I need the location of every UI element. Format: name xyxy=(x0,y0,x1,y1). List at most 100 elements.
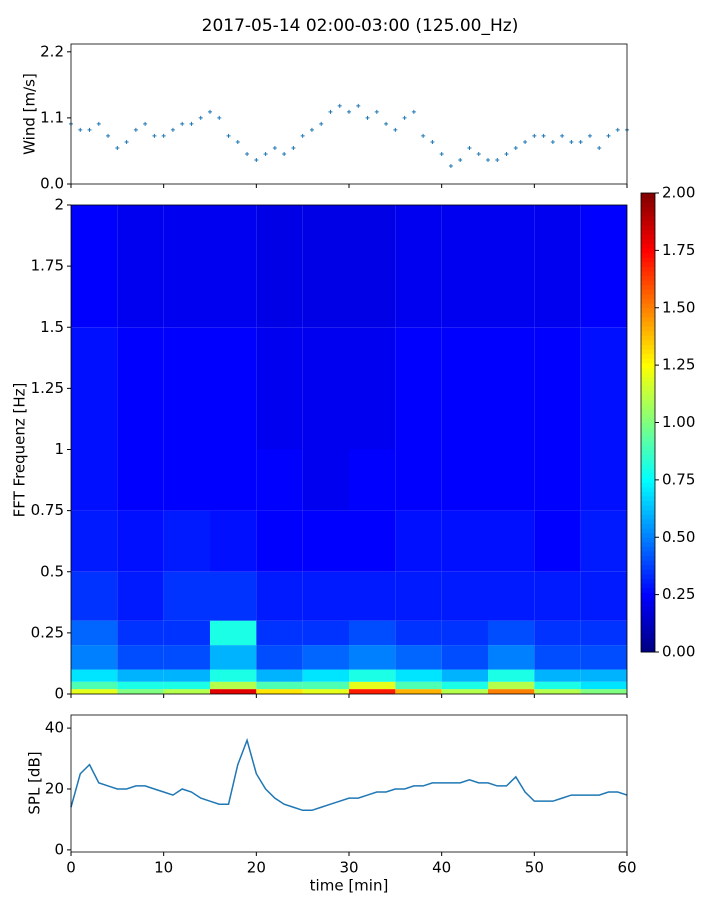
heatmap-cell xyxy=(256,205,303,328)
heatmap-cell xyxy=(163,510,210,572)
heatmap-cell xyxy=(349,327,396,450)
colorbar-segment xyxy=(641,440,655,446)
heatmap-cell xyxy=(163,669,210,682)
scatter-point xyxy=(133,127,138,132)
heatmap-cell xyxy=(163,449,210,511)
panel xyxy=(70,737,628,812)
heatmap-cell xyxy=(488,689,535,694)
heatmap-cell xyxy=(117,681,164,690)
colorbar-tick-label: 0.25 xyxy=(662,585,695,603)
y-tick-label: 40 xyxy=(45,719,64,737)
heatmap-cell xyxy=(534,571,581,621)
colorbar-segment xyxy=(641,261,655,267)
scatter-point xyxy=(217,115,222,120)
colorbar-tick-label: 0.75 xyxy=(662,470,695,488)
y-tick-label: 1.75 xyxy=(31,257,64,275)
axes-frame xyxy=(70,43,628,185)
scatter-point xyxy=(615,127,620,132)
scatter-point xyxy=(115,145,120,150)
colorbar-segment xyxy=(641,642,655,648)
colorbar-tick-label: 0.00 xyxy=(662,643,695,661)
colorbar-segment xyxy=(641,248,655,254)
heatmap-cell xyxy=(349,669,396,682)
heatmap-cell xyxy=(441,510,488,572)
y-tick-label: 0.0 xyxy=(40,175,64,193)
heatmap-cell xyxy=(441,645,488,670)
colorbar-segment xyxy=(641,353,655,359)
heatmap-cell xyxy=(441,449,488,511)
colorbar-segment xyxy=(641,229,655,235)
heatmap-cell xyxy=(534,449,581,511)
scatter-point xyxy=(161,133,166,138)
heatmap-cell xyxy=(256,689,303,694)
scatter-point xyxy=(282,151,287,156)
colorbar-segment xyxy=(641,339,655,345)
heatmap-cell xyxy=(488,327,535,450)
heatmap-cell xyxy=(302,689,349,694)
scatter-point xyxy=(189,121,194,126)
heatmap-cell xyxy=(534,669,581,682)
line xyxy=(70,737,628,812)
heatmap-cell xyxy=(71,205,118,328)
colorbar-segment xyxy=(641,500,655,506)
heatmap-cell xyxy=(163,620,210,646)
colorbar-segment xyxy=(641,298,655,304)
colorbar-segment xyxy=(641,564,655,570)
y-axis-label: Wind [m/s] xyxy=(21,73,39,155)
colorbar-segment xyxy=(641,394,655,401)
colorbar-segment xyxy=(641,551,655,557)
heatmap-cell xyxy=(256,620,303,646)
colorbar-segment xyxy=(641,477,655,483)
heatmap-cell xyxy=(302,571,349,621)
colorbar-segment xyxy=(641,417,655,423)
colorbar-segment xyxy=(641,468,655,474)
heatmap-cell xyxy=(256,327,303,450)
colorbar-segment xyxy=(641,619,655,625)
heatmap-cell xyxy=(256,681,303,690)
heatmap-cell xyxy=(302,510,349,572)
colorbar-segment xyxy=(641,573,655,580)
heatmap-cell xyxy=(534,205,581,328)
colorbar-segment xyxy=(641,633,655,639)
heatmap-cell xyxy=(395,571,442,621)
x-tick-label: 40 xyxy=(432,859,451,877)
scatter-point xyxy=(597,145,602,150)
heatmap-cell xyxy=(349,645,396,670)
heatmap-cell xyxy=(349,571,396,621)
heatmap-cell xyxy=(163,205,210,328)
heatmap-cell xyxy=(210,571,257,621)
heatmap-cell xyxy=(441,620,488,646)
scatter-point xyxy=(272,145,277,150)
colorbar-segment xyxy=(641,362,655,368)
scatter-point xyxy=(476,151,481,156)
scatter-point xyxy=(411,109,416,114)
y-tick-label: 20 xyxy=(45,779,64,797)
heatmap-cell xyxy=(117,571,164,621)
heatmap-cell xyxy=(256,645,303,670)
colorbar-segment xyxy=(641,486,655,492)
scatter-point xyxy=(448,163,453,168)
colorbar-segment xyxy=(641,193,655,199)
y-tick-label: 0.5 xyxy=(40,562,64,580)
heatmap-cell xyxy=(349,510,396,572)
colorbar-segment xyxy=(641,514,655,520)
scatter-point xyxy=(254,157,259,162)
colorbar-segment xyxy=(641,275,655,281)
colorbar-segment xyxy=(641,615,655,621)
colorbar-segment xyxy=(641,243,655,249)
colorbar-segment xyxy=(641,523,655,529)
heatmap-cell xyxy=(210,620,257,646)
heatmap-cell xyxy=(71,681,118,690)
colorbar-segment xyxy=(641,472,655,479)
colorbar-segment xyxy=(641,284,655,290)
heatmap-cell xyxy=(210,205,257,328)
x-tick-label: 20 xyxy=(247,859,266,877)
axes-frame xyxy=(70,714,628,853)
y-axis-label: FFT Frequenz [Hz] xyxy=(11,383,29,518)
heatmap-cell xyxy=(488,510,535,572)
heatmap-cell xyxy=(534,620,581,646)
heatmap-cell xyxy=(302,205,349,328)
colorbar-segment xyxy=(641,271,655,277)
heatmap-cell xyxy=(256,571,303,621)
heatmap-cell xyxy=(580,327,627,450)
